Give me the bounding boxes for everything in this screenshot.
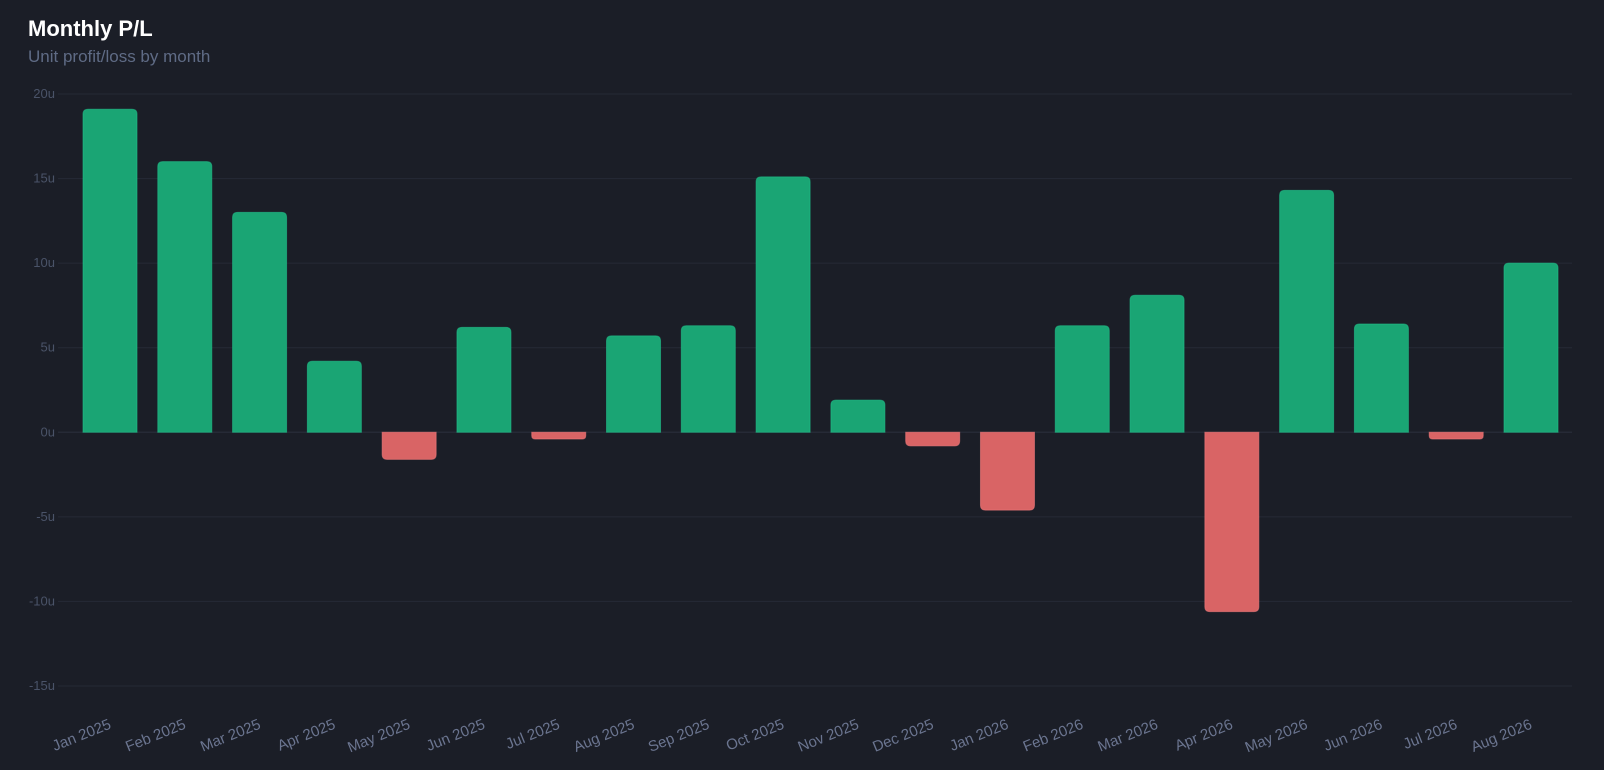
x-tick-label: Aug 2025 — [571, 716, 637, 756]
y-tick-label: -15u — [29, 678, 55, 693]
bar-group[interactable] — [531, 431, 587, 440]
bar-group[interactable] — [232, 211, 288, 433]
bar-group[interactable] — [1054, 325, 1110, 433]
bar-negative[interactable] — [905, 431, 961, 447]
x-axis: Jan 2025 Feb 2025 Mar 2025 Apr 2025 May 2025… — [50, 716, 1535, 756]
x-tick-label: Apr 2025 — [275, 716, 338, 755]
y-tick-label: 10u — [33, 255, 55, 270]
x-tick-label: Aug 2026 — [1469, 716, 1535, 756]
x-tick-label: Mar 2026 — [1095, 716, 1160, 756]
x-tick-label: Feb 2025 — [123, 716, 188, 756]
chart-title: Monthly P/L — [28, 16, 153, 41]
bar-positive[interactable] — [680, 325, 736, 433]
bar-group[interactable] — [905, 431, 961, 447]
bar-group[interactable] — [1503, 262, 1559, 433]
bar-positive[interactable] — [606, 335, 662, 433]
bar-positive[interactable] — [456, 326, 512, 433]
bar-positive[interactable] — [1054, 325, 1110, 433]
y-tick-label: -10u — [29, 593, 55, 608]
bar-group[interactable] — [1129, 294, 1185, 433]
x-tick-label: Jul 2026 — [1401, 716, 1460, 753]
bar-group[interactable] — [157, 161, 213, 433]
x-tick-label: Jan 2025 — [50, 716, 114, 755]
chart-subtitle: Unit profit/loss by month — [28, 47, 211, 66]
bar-negative[interactable] — [381, 431, 437, 460]
bar-group[interactable] — [830, 399, 886, 433]
bar-negative[interactable] — [979, 431, 1035, 511]
bar-group[interactable] — [82, 108, 138, 433]
bar-negative[interactable] — [1428, 431, 1484, 440]
bar-group[interactable] — [1428, 431, 1484, 440]
x-tick-label: Oct 2025 — [724, 716, 787, 755]
x-tick-label: Feb 2026 — [1021, 716, 1086, 756]
bar-group[interactable] — [979, 431, 1035, 511]
bar-positive[interactable] — [755, 176, 811, 433]
bar-positive[interactable] — [157, 161, 213, 433]
y-tick-label: 15u — [33, 171, 55, 186]
bar-positive[interactable] — [1503, 262, 1559, 433]
y-axis: 20u 15u 10u 5u 0u -5u -10u -15u — [29, 86, 55, 693]
x-tick-label: May 2026 — [1243, 716, 1310, 756]
y-tick-label: 5u — [41, 340, 55, 355]
y-tick-label: 0u — [41, 424, 55, 439]
bar-group[interactable] — [755, 176, 811, 433]
x-tick-label: Apr 2026 — [1173, 716, 1236, 755]
bar-group[interactable] — [1279, 189, 1335, 433]
x-tick-label: May 2025 — [345, 716, 412, 756]
x-tick-label: Mar 2025 — [198, 716, 263, 756]
bar-group[interactable] — [1204, 431, 1260, 613]
x-tick-label: Sep 2025 — [646, 716, 712, 756]
bar-positive[interactable] — [232, 211, 288, 433]
x-tick-label: Jul 2025 — [503, 716, 562, 753]
bar-negative[interactable] — [1204, 431, 1260, 613]
bar-group[interactable] — [456, 326, 512, 433]
bar-group[interactable] — [606, 335, 662, 433]
y-tick-label: 20u — [33, 86, 55, 101]
bar-positive[interactable] — [82, 108, 138, 433]
y-tick-label: -5u — [36, 509, 55, 524]
bar-negative[interactable] — [531, 431, 587, 440]
bar-positive[interactable] — [830, 399, 886, 433]
bar-group[interactable] — [680, 325, 736, 433]
bars — [82, 108, 1559, 613]
x-tick-label: Jan 2026 — [947, 716, 1011, 755]
x-tick-label: Jun 2026 — [1321, 716, 1385, 755]
x-tick-label: Dec 2025 — [870, 716, 936, 756]
x-tick-label: Jun 2025 — [424, 716, 488, 755]
x-tick-label: Nov 2025 — [795, 716, 861, 756]
bar-positive[interactable] — [306, 360, 362, 433]
bar-group[interactable] — [381, 431, 437, 460]
bar-group[interactable] — [306, 360, 362, 433]
bar-positive[interactable] — [1129, 294, 1185, 433]
bar-positive[interactable] — [1279, 189, 1335, 433]
bar-group[interactable] — [1353, 323, 1409, 433]
bar-positive[interactable] — [1353, 323, 1409, 433]
